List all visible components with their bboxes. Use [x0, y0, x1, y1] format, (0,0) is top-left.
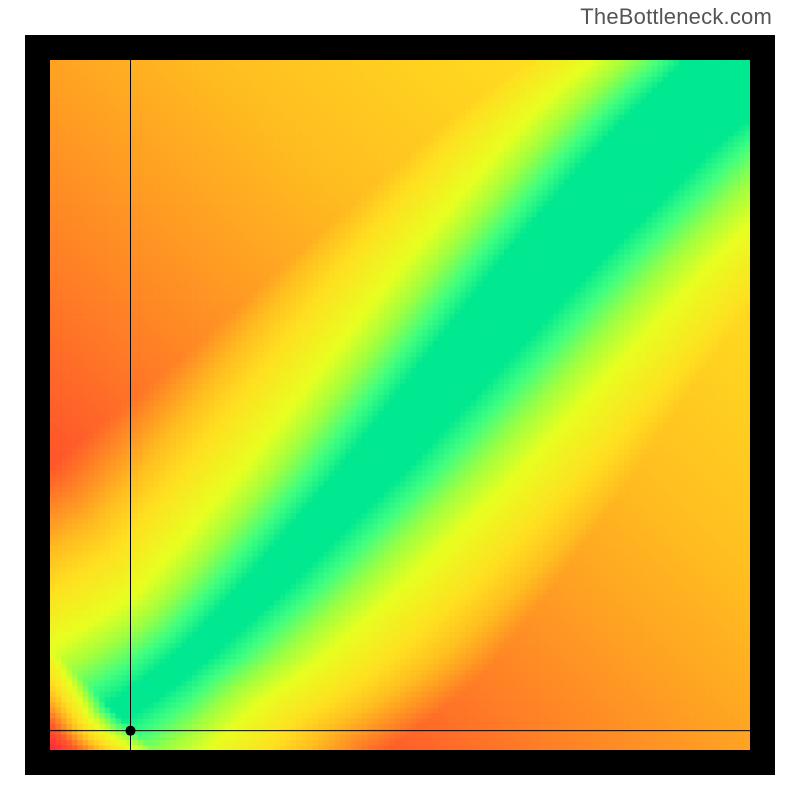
watermark-text: TheBottleneck.com [580, 4, 772, 30]
bottleneck-heatmap [25, 35, 775, 775]
heatmap-canvas [25, 35, 775, 775]
